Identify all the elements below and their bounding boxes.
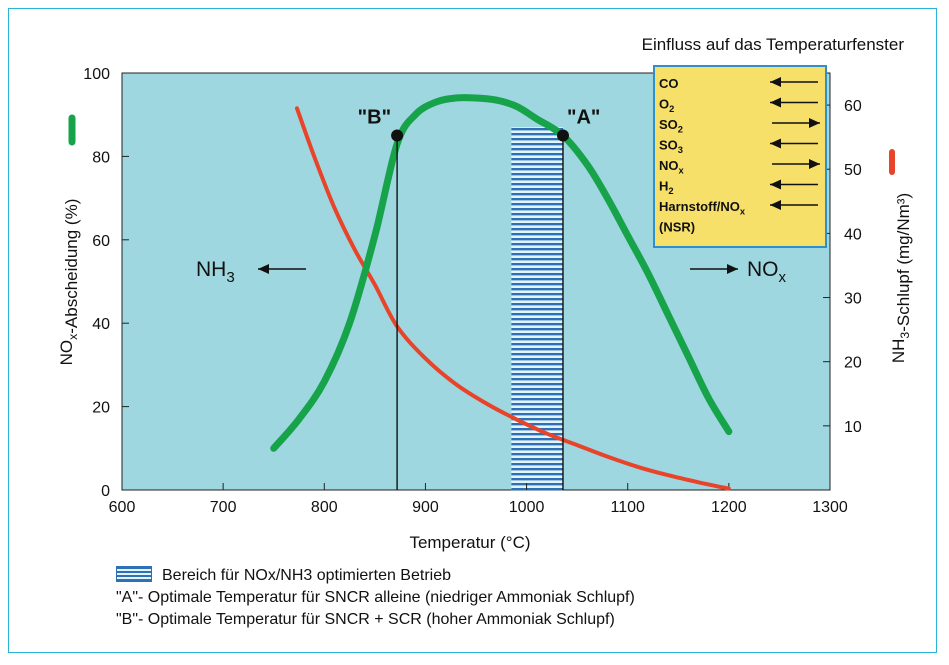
y-right-tick-label: 10 [844, 419, 862, 436]
x-tick-label: 700 [210, 499, 237, 516]
legend-band-swatch [116, 566, 152, 582]
nh3-annotation: NH3 [196, 258, 235, 286]
y-right-tick-label: 50 [844, 162, 862, 179]
x-tick-label: 600 [109, 499, 136, 516]
nox-removal-curve [270, 94, 733, 452]
influence-item-label: (NSR) [659, 220, 695, 235]
influence-item-label: H2 [659, 179, 674, 197]
nox-arrow-head [727, 264, 738, 274]
y-right-tick-label: 30 [844, 291, 862, 308]
influence-box [653, 65, 827, 248]
influence-item-label: SO3 [659, 138, 683, 156]
influence-arrow-right-head [809, 159, 820, 169]
nh3-arrow-head [258, 264, 269, 274]
influence-arrow-left-head [770, 200, 781, 210]
influence-item-label: CO [659, 76, 679, 91]
legend: Bereich für NOx/NH3 optimierten Betrieb … [116, 565, 635, 631]
x-axis-label: Temperatur (°C) [409, 533, 530, 552]
y-left-tick-label: 100 [83, 66, 110, 83]
x-tick-label: 1300 [812, 499, 848, 516]
influence-arrow-left-head [770, 179, 781, 190]
influence-arrow-left-head [770, 97, 781, 108]
legend-band-text: Bereich für NOx/NH3 optimierten Betrieb [162, 567, 451, 584]
y-right-axis-label: NH3-Schlupf (mg/Nm³) [889, 193, 913, 363]
point-label: "B" [358, 107, 391, 129]
legend-band-item: Bereich für NOx/NH3 optimierten Betrieb [116, 565, 635, 587]
y-right-tick-label: 60 [844, 98, 862, 115]
y-left-tick-label: 20 [92, 400, 110, 417]
influence-item-label: SO2 [659, 117, 683, 135]
influence-item-label: O2 [659, 97, 674, 115]
point-label: "A" [567, 107, 600, 129]
influence-item-label: NOx [659, 158, 685, 176]
x-tick-label: 1100 [611, 499, 646, 516]
x-tick-label: 800 [311, 499, 338, 516]
x-tick-label: 1000 [509, 499, 545, 516]
influence-item-label: Harnstoff/NOx [659, 199, 746, 217]
y-right-tick-label: 40 [844, 226, 862, 243]
nh3-slip-curve [294, 106, 731, 491]
point-marker [391, 129, 404, 142]
x-tick-label: 900 [412, 499, 439, 516]
nox-annotation: NOx [747, 258, 787, 286]
y-left-tick-label: 80 [92, 149, 110, 166]
influence-arrow-left-head [770, 138, 781, 149]
x-tick-label: 1200 [711, 499, 747, 516]
y-left-axis-label: NOx-Abscheidung (%) [57, 199, 81, 366]
y-left-tick-label: 40 [92, 316, 110, 333]
legend-a-item: "A"- Optimale Temperatur für SNCR allein… [116, 589, 635, 606]
legend-b-item: "B"- Optimale Temperatur für SNCR + SCR … [116, 611, 615, 628]
point-marker [556, 129, 569, 142]
y-right-tick-label: 20 [844, 355, 862, 372]
y-left-tick-label: 0 [101, 483, 110, 500]
influence-arrow-right-head [809, 118, 820, 128]
influence-arrow-left-head [770, 77, 781, 87]
chart-title: Einfluss auf das Temperaturfenster [642, 35, 905, 54]
y-left-tick-label: 60 [92, 233, 110, 250]
